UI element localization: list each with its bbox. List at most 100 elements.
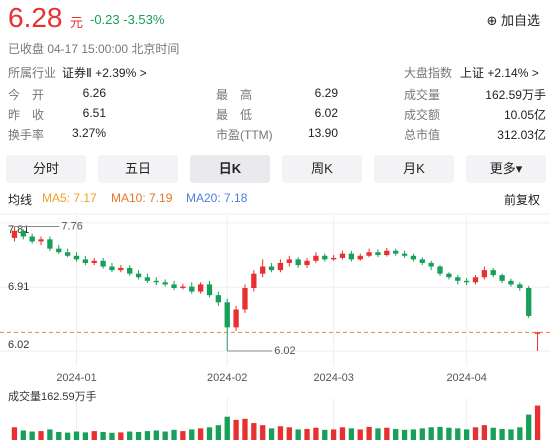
volume-bar bbox=[339, 427, 346, 440]
volume-bar bbox=[428, 427, 434, 440]
volume-bar bbox=[206, 427, 213, 440]
volume-bar bbox=[64, 432, 71, 440]
adjust[interactable]: 前复权 bbox=[503, 193, 540, 207]
volume-bar bbox=[322, 429, 328, 440]
candle-body bbox=[277, 262, 284, 271]
industry[interactable]: 证券Ⅱ +2.39% > bbox=[62, 66, 147, 80]
candle-body bbox=[304, 260, 310, 266]
candle-body bbox=[472, 277, 479, 283]
candle-body bbox=[393, 250, 399, 254]
stat-label: 最 低 bbox=[216, 108, 253, 122]
candle-body bbox=[463, 280, 470, 283]
volume-bar bbox=[260, 425, 266, 440]
candle-body bbox=[401, 253, 408, 256]
tab[interactable]: 日K bbox=[190, 155, 270, 183]
candle-body bbox=[366, 252, 372, 256]
watch-button[interactable]: ⊕ 加自选 bbox=[486, 13, 540, 28]
candle-body bbox=[38, 239, 44, 242]
ma-label: MA20: 7.18 bbox=[186, 191, 248, 205]
tab[interactable]: 分时 bbox=[6, 155, 86, 183]
volume-bar bbox=[401, 429, 408, 440]
candle-body bbox=[233, 309, 239, 328]
candle-body bbox=[180, 286, 186, 288]
candle-body bbox=[313, 255, 319, 261]
ma-title: 均线 bbox=[8, 193, 33, 207]
change: -0.23 -3.53% bbox=[90, 12, 165, 27]
volume-bar bbox=[419, 428, 425, 440]
volume-bar bbox=[313, 427, 319, 440]
candle-body bbox=[242, 288, 248, 310]
stat-value: 10.05亿 bbox=[503, 108, 546, 122]
volume-bar bbox=[29, 431, 35, 440]
index[interactable]: 上证 +2.14% > bbox=[460, 66, 539, 80]
volume-bar bbox=[11, 427, 18, 440]
stat-value: 6.02 bbox=[314, 106, 338, 120]
candle-body bbox=[29, 236, 35, 242]
candle-body bbox=[73, 255, 80, 260]
candle-body bbox=[153, 280, 159, 283]
volume-bar bbox=[242, 418, 248, 440]
volume-bar bbox=[189, 429, 195, 440]
x-tick-label: 2024-03 bbox=[313, 372, 353, 384]
stat-label: 换手率 bbox=[8, 128, 45, 142]
volume-bar bbox=[233, 419, 239, 440]
stat-label: 总市值 bbox=[404, 128, 441, 142]
annotation: 6.02 bbox=[274, 345, 295, 357]
candle-body bbox=[455, 277, 461, 281]
volume-bar bbox=[481, 425, 488, 440]
volume-bar bbox=[304, 428, 310, 440]
stat-label: 最 高 bbox=[216, 88, 253, 102]
volume-bar bbox=[251, 423, 257, 440]
tab[interactable]: 更多▾ bbox=[466, 155, 546, 183]
stat-label: 成交额 bbox=[404, 108, 441, 122]
candle-body bbox=[206, 284, 213, 296]
status: 已收盘 04-17 15:00:00 北京时间 bbox=[8, 42, 180, 56]
candle-body bbox=[144, 277, 151, 281]
volume-bar bbox=[499, 428, 505, 440]
candle-body bbox=[490, 270, 496, 276]
stat-value: 312.03亿 bbox=[497, 128, 546, 142]
volume-bar bbox=[82, 432, 89, 440]
candle-body bbox=[224, 302, 230, 328]
volume-bar bbox=[56, 431, 62, 440]
volume-bar bbox=[162, 431, 168, 440]
candle-body bbox=[100, 260, 106, 267]
volume-bar bbox=[118, 432, 124, 440]
tab[interactable]: 五日 bbox=[98, 155, 178, 183]
volume-bar bbox=[224, 416, 230, 440]
volume-bar bbox=[197, 428, 204, 440]
stat-value: 6.26 bbox=[82, 86, 106, 100]
annotation: 7.76 bbox=[61, 220, 82, 232]
volume-bar bbox=[330, 429, 337, 440]
candle-body bbox=[251, 273, 257, 288]
volume-bar bbox=[20, 430, 26, 440]
stat-label: 今 开 bbox=[8, 88, 45, 102]
stat-value: 13.90 bbox=[307, 126, 338, 140]
candle-body bbox=[171, 284, 177, 288]
volume-bar bbox=[375, 428, 381, 440]
candle-body bbox=[47, 239, 53, 249]
index-label: 大盘指数 bbox=[404, 66, 453, 80]
volume-bar bbox=[268, 428, 275, 440]
volume-bar bbox=[472, 427, 479, 440]
tab[interactable]: 月K bbox=[374, 155, 454, 183]
candle-body bbox=[260, 266, 266, 274]
candle-body bbox=[437, 266, 443, 274]
candle-body bbox=[508, 280, 514, 285]
volume-bar bbox=[295, 429, 301, 440]
volume-bar bbox=[357, 429, 363, 440]
stat-value: 162.59万手 bbox=[485, 88, 546, 102]
stat-value: 3.27% bbox=[71, 126, 106, 140]
candle-body bbox=[295, 259, 301, 266]
stat-label: 成交量 bbox=[404, 88, 441, 102]
volume-bar bbox=[153, 430, 159, 440]
volume-bar bbox=[135, 431, 142, 440]
volume-bar bbox=[127, 431, 133, 440]
volume-bar bbox=[73, 431, 80, 440]
candle-body bbox=[446, 273, 452, 278]
tab[interactable]: 周K bbox=[282, 155, 362, 183]
volume-bar bbox=[490, 427, 496, 440]
candle-body bbox=[339, 253, 346, 258]
volume-bar bbox=[100, 431, 106, 440]
